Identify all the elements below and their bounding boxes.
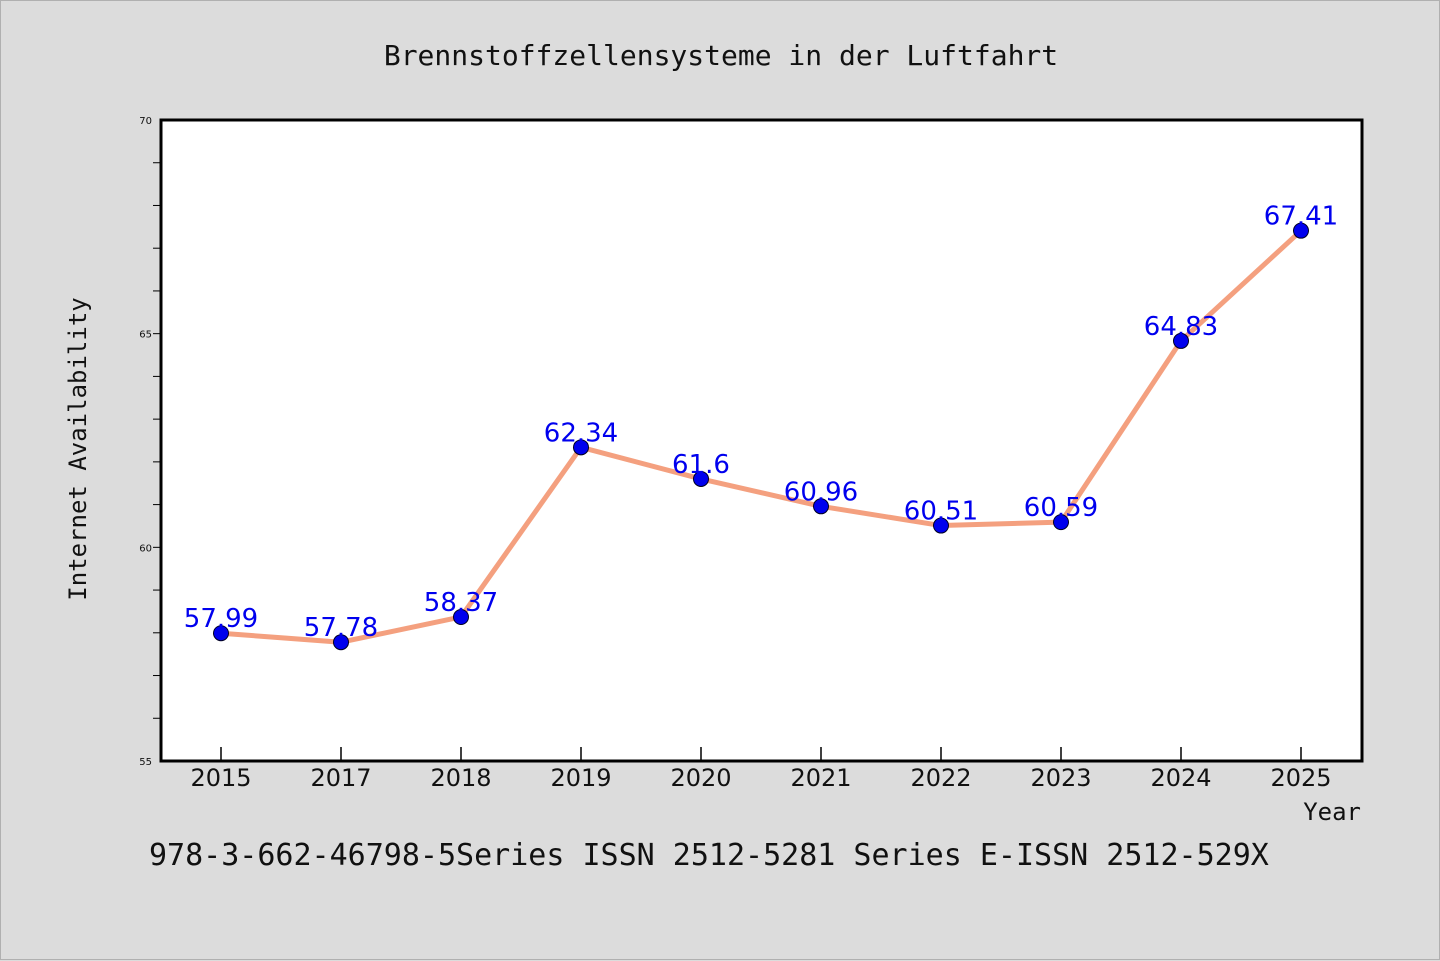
marker-group [213, 222, 1309, 651]
x-tick-label: 2024 [1150, 764, 1211, 792]
data-label: 64.83 [1144, 312, 1218, 342]
data-label: 67.41 [1264, 202, 1338, 232]
x-tick-label: 2023 [1030, 764, 1091, 792]
data-label: 61.6 [672, 450, 730, 480]
data-point [573, 439, 589, 456]
data-point [333, 634, 349, 651]
data-label: 60.59 [1024, 493, 1098, 523]
data-point [1173, 332, 1189, 349]
y-tick-label: 55 [139, 757, 152, 768]
data-point [813, 498, 829, 515]
chart-title: Brennstoffzellensysteme in der Luftfahrt [384, 39, 1058, 72]
x-tick-label: 2015 [190, 764, 251, 792]
x-axis: 2015 2017 2018 2019 2020 2021 2022 2023 2024 2025 [190, 747, 1332, 792]
x-tick-label: 2025 [1270, 764, 1331, 792]
data-label: 58.37 [424, 588, 498, 618]
x-axis-label: Year [1303, 798, 1361, 826]
x-tick-label: 2020 [670, 764, 731, 792]
y-axis: 55 60 65 70 [139, 116, 160, 768]
data-point [933, 517, 949, 534]
data-point [693, 470, 709, 487]
data-point [453, 608, 469, 625]
x-tick-label: 2017 [310, 764, 371, 792]
data-label: 60.51 [904, 497, 978, 527]
plot-area [159, 118, 1364, 763]
x-tick-label: 2018 [430, 764, 491, 792]
x-tick-label: 2019 [550, 764, 611, 792]
y-axis-label: Internet Availability [64, 297, 92, 600]
x-tick-label: 2022 [910, 764, 971, 792]
series-line-group [218, 228, 1304, 645]
data-point [1053, 514, 1069, 531]
data-label-group: 57.99 57.78 58.37 62.34 61.6 60.96 60.51 60.59 6… [184, 202, 1338, 644]
footer-text: 978-3-662-46798-5Series ISSN 2512-5281 S… [149, 838, 1269, 873]
y-tick-label: 70 [139, 116, 152, 127]
y-tick-label: 65 [139, 330, 152, 341]
data-label: 62.34 [544, 418, 618, 448]
x-tick-label: 2021 [790, 764, 851, 792]
data-point [213, 625, 229, 642]
y-tick-label: 60 [139, 543, 152, 554]
data-label: 60.96 [784, 477, 858, 507]
series-line [218, 228, 1304, 645]
data-point [1293, 222, 1309, 239]
data-label: 57.99 [184, 604, 258, 634]
data-label: 57.78 [304, 613, 378, 643]
